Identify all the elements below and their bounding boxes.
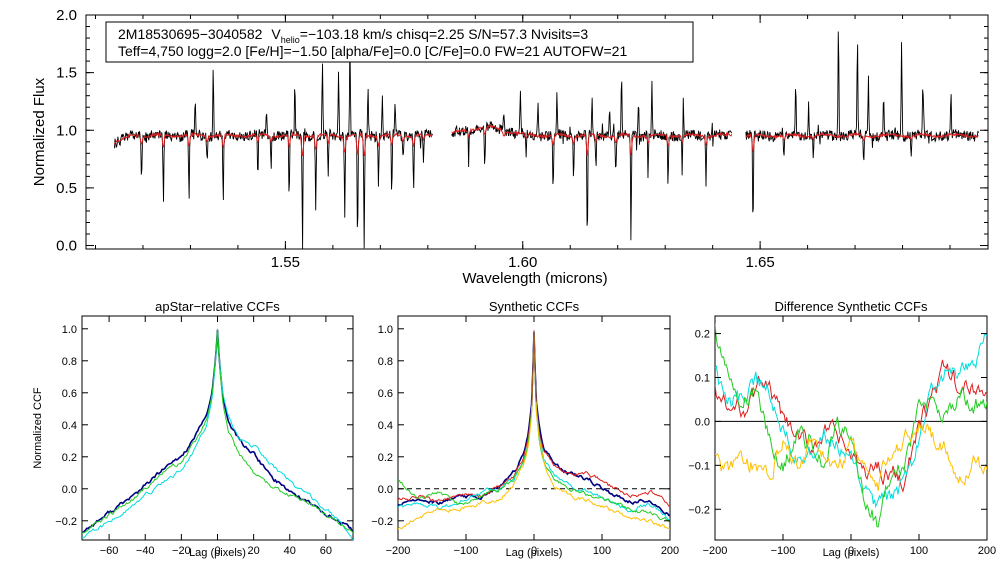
difference-ccf-xtick-label: 100 xyxy=(910,545,928,557)
apstar-ccf-ytick-label: 0.2 xyxy=(62,452,77,464)
difference-ccf-plot-frame xyxy=(714,315,988,541)
spectrum-ytick-label: 2.0 xyxy=(56,7,77,24)
synthetic-ccf-series-1 xyxy=(398,331,670,517)
apstar-ccf-ylabel: Normalized CCF xyxy=(32,387,44,469)
apstar-ccf-xtick-label: −40 xyxy=(136,545,155,557)
difference-ccf-series-1 xyxy=(715,359,987,493)
synthetic-ccf-xtick-label: −100 xyxy=(454,545,479,557)
difference-ccf-panel: Difference Synthetic CCFs −200 −100 0 100 20… xyxy=(688,299,996,559)
apstar-ccf-panel: apStar−relative CCFs −60 −40 −20 0 20 40 60 −0.… xyxy=(32,299,354,559)
observed-spectrum-segment xyxy=(114,33,433,249)
spectrum-ytick-label: 1.0 xyxy=(56,122,77,139)
synthetic-ccf-series-4 xyxy=(398,331,670,523)
synthetic-ccf-xtick-label: −200 xyxy=(386,545,411,557)
difference-ccf-series-3 xyxy=(715,323,987,528)
spectrum-ytick-label: 1.5 xyxy=(56,65,77,82)
apstar-ccf-series-1 xyxy=(82,330,353,534)
synthetic-ccf-ytick-label: 1.0 xyxy=(378,324,393,336)
synthetic-ccf-xtick-label: 100 xyxy=(593,545,611,557)
difference-ccf-series-4 xyxy=(715,423,987,492)
difference-ccf-ytick-label: 0.1 xyxy=(695,372,710,384)
apstar-ccf-xlabel: Lag (pixels) xyxy=(189,547,246,559)
apstar-ccf-ytick-label: 1.0 xyxy=(62,324,77,336)
model-spectrum-segment xyxy=(114,131,433,156)
difference-ccf-xtick-label: 200 xyxy=(978,545,996,557)
observed-spectrum-segment xyxy=(745,31,979,213)
spectrum-ytick-label: 0.5 xyxy=(56,180,77,197)
synthetic-ccf-title: Synthetic CCFs xyxy=(489,299,580,314)
difference-ccf-ytick-label: 0.2 xyxy=(695,329,710,341)
star-id: 2M18530695−3040582 xyxy=(118,26,263,42)
difference-ccf-xtick-label: −200 xyxy=(703,545,728,557)
synthetic-ccf-ytick-label: −0.2 xyxy=(371,516,393,528)
model-spectrum-segment xyxy=(451,124,733,157)
observed-spectrum-segment xyxy=(451,80,733,241)
info-line-1: 2M18530695−3040582 Vhelio=−103.18 km/s ch… xyxy=(118,26,588,45)
difference-ccf-ytick-label: −0.1 xyxy=(688,460,710,472)
synthetic-ccf-xtick-label: 0 xyxy=(531,545,537,557)
apstar-ccf-ytick-label: −0.2 xyxy=(55,516,77,528)
spectrum-panel: 1.55 1.60 1.65 0.0 0.5 1.0 1.5 2.0 Normalized F… xyxy=(31,7,989,287)
spectrum-xtick-label: 1.60 xyxy=(508,254,537,271)
synthetic-ccf-ytick-label: 0.2 xyxy=(378,452,393,464)
apstar-ccf-ytick-label: 0.8 xyxy=(62,356,77,368)
apstar-ccf-ytick-label: 0.4 xyxy=(62,420,77,432)
apstar-ccf-xtick-label: −60 xyxy=(100,545,119,557)
apstar-ccf-ytick-label: 0.6 xyxy=(62,388,77,400)
vhelio-symbol: V xyxy=(271,26,281,42)
synthetic-ccf-xlabel: Lag (pixels) xyxy=(506,547,563,559)
difference-ccf-xlabel: Lag (pixels) xyxy=(823,547,880,559)
info-box-frame xyxy=(105,21,694,63)
difference-ccf-ytick-label: −0.2 xyxy=(688,504,710,516)
apstar-ccf-ytick-label: 0.0 xyxy=(62,484,77,496)
synthetic-ccf-ytick-label: 0.8 xyxy=(378,356,393,368)
apstar-ccf-series-3 xyxy=(82,328,353,534)
spectrum-info-box: 2M18530695−3040582 Vhelio=−103.18 km/s ch… xyxy=(105,21,694,63)
spectrum-ytick-label: 0.0 xyxy=(56,238,77,255)
apstar-ccf-xtick-label: 40 xyxy=(284,545,296,557)
difference-ccf-title: Difference Synthetic CCFs xyxy=(775,299,928,314)
info-line-2: Teff=4,750 logg=2.0 [Fe/H]=−1.50 [alpha/… xyxy=(118,43,627,59)
difference-ccf-series-2 xyxy=(715,333,987,509)
difference-ccf-ytick-label: 0.0 xyxy=(695,416,710,428)
apstar-ccf-title: apStar−relative CCFs xyxy=(155,299,280,314)
spectrum-ylabel: Normalized Flux xyxy=(31,77,48,186)
synthetic-ccf-series-6 xyxy=(531,330,537,406)
difference-ccf-xtick-label: 0 xyxy=(848,545,854,557)
synthetic-ccf-ytick-label: 0.0 xyxy=(378,484,393,496)
spectrum-xtick-label: 1.65 xyxy=(746,254,775,271)
apstar-ccf-xtick-label: 60 xyxy=(320,545,332,557)
vhelio-and-stats: =−103.18 km/s chisq=2.25 S/N=57.3 Nvisit… xyxy=(300,26,589,42)
vhelio-subscript: helio xyxy=(281,35,300,45)
synthetic-ccf-ytick-label: 0.6 xyxy=(378,388,393,400)
model-spectrum-segment xyxy=(745,131,979,154)
synthetic-ccf-panel: Synthetic CCFs −200 −100 0 100 200 −0.2 0.0 0.2… xyxy=(371,299,679,559)
apstar-ccf-series-2 xyxy=(82,331,353,540)
apstar-ccf-xtick-label: 20 xyxy=(248,545,260,557)
spectrum-xtick-label: 1.55 xyxy=(271,254,300,271)
synthetic-ccf-series-3 xyxy=(398,331,670,521)
synthetic-ccf-xtick-label: 200 xyxy=(661,545,679,557)
apstar-ccf-xtick-label: 0 xyxy=(214,545,220,557)
difference-ccf-xtick-label: −100 xyxy=(771,545,796,557)
spectrum-plot-frame xyxy=(85,14,989,250)
spectrum-xlabel: Wavelength (microns) xyxy=(462,270,607,287)
synthetic-ccf-ytick-label: 0.4 xyxy=(378,420,393,432)
apstar-ccf-xtick-label: −20 xyxy=(172,545,191,557)
